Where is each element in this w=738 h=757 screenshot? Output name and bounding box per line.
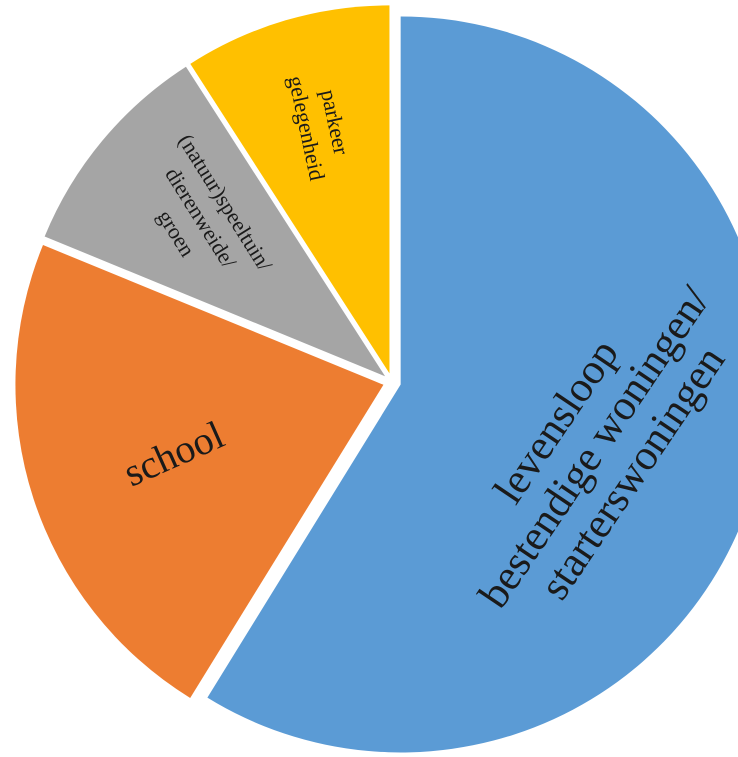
pie-slice (190, 5, 390, 374)
pie-slices (15, 5, 738, 753)
pie-slice (207, 16, 738, 753)
pie-slice (15, 245, 384, 698)
pie-slice (44, 66, 386, 377)
